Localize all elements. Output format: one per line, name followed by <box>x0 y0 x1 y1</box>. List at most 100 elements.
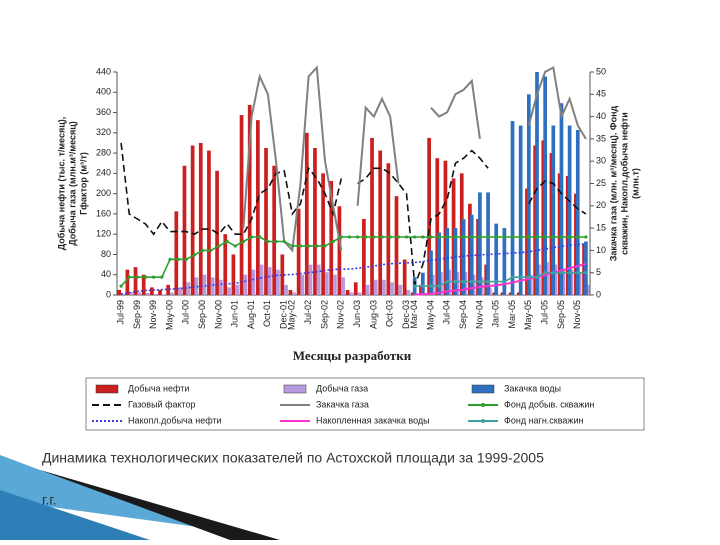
point <box>290 244 294 248</box>
point <box>429 284 433 288</box>
legend-label: Добыча нефти <box>128 383 189 393</box>
y-tick-label: 160 <box>96 208 111 218</box>
point <box>551 271 555 275</box>
bar <box>243 274 248 295</box>
point <box>576 235 580 239</box>
bar <box>210 277 215 295</box>
x-tick-label: Aug-03 <box>368 300 378 329</box>
x-tick-label: Nov-00 <box>213 300 223 329</box>
bar <box>133 267 138 295</box>
point <box>274 239 278 244</box>
point <box>127 275 131 279</box>
legend-label: Фонд нагн.скважин <box>504 415 583 425</box>
point <box>486 235 490 239</box>
point <box>559 235 564 239</box>
y2-tick-label: 45 <box>596 89 606 99</box>
point <box>209 248 213 252</box>
bar <box>235 284 239 295</box>
point <box>519 235 523 239</box>
bar <box>149 287 154 295</box>
bar <box>145 292 150 295</box>
point <box>584 271 588 275</box>
bar <box>329 180 334 295</box>
point <box>168 257 172 261</box>
caption: г.г. <box>42 492 57 508</box>
bar <box>333 274 337 295</box>
point <box>535 235 539 239</box>
bar <box>502 228 507 295</box>
bar <box>223 234 228 295</box>
point <box>478 235 482 239</box>
x-tick-label: May-05 <box>523 300 533 330</box>
x-tick-label: Oct-01 <box>262 300 272 327</box>
point <box>429 235 433 239</box>
y-axis-label: Гфактор (м³/т) <box>78 152 88 215</box>
bar <box>406 289 411 295</box>
legend-box <box>85 377 645 431</box>
point <box>413 284 417 288</box>
x-tick-label: Nov-02 <box>336 300 346 329</box>
bar <box>382 279 386 295</box>
y2-tick-label: 40 <box>596 111 606 121</box>
bar <box>218 279 223 295</box>
point <box>494 235 498 239</box>
bar <box>272 165 277 295</box>
line <box>242 65 587 253</box>
bar <box>202 274 207 295</box>
x-tick-label: Jul-05 <box>540 300 550 325</box>
point <box>445 235 449 239</box>
bar <box>453 228 458 295</box>
x-tick-label: Sep-05 <box>556 300 566 329</box>
legend-swatch <box>481 403 485 407</box>
bar <box>370 137 374 295</box>
point <box>152 275 156 279</box>
point <box>249 235 254 239</box>
y2-axis-label: Закачка газа (млн. м³/месяц). Фонд <box>608 105 618 261</box>
bar <box>304 132 309 295</box>
bar <box>394 196 399 295</box>
bar <box>518 125 523 296</box>
bar <box>153 293 158 295</box>
line <box>120 236 586 287</box>
y-tick-label: 440 <box>96 66 111 76</box>
bar <box>300 274 305 295</box>
point <box>404 235 409 239</box>
bar <box>264 148 268 295</box>
legend-label: Закачка воды <box>504 383 561 393</box>
point <box>551 235 555 239</box>
point <box>584 235 588 239</box>
bar <box>420 272 425 295</box>
bar <box>129 292 133 295</box>
point <box>470 280 474 284</box>
bar <box>478 192 482 295</box>
bar <box>535 72 539 295</box>
bar <box>349 292 354 295</box>
decor-stripe <box>0 490 150 540</box>
bar <box>378 150 383 295</box>
bar <box>353 282 358 295</box>
point <box>380 235 384 239</box>
bar <box>247 104 252 296</box>
bar <box>227 287 231 295</box>
bar <box>158 289 162 295</box>
x-tick-label: Sep-04 <box>458 300 468 329</box>
point <box>453 280 458 284</box>
x-tick-label: Mar-04 <box>409 300 419 329</box>
y-tick-label: 0 <box>106 289 111 299</box>
legend-label: Газовый фактор <box>128 399 196 409</box>
point <box>192 253 197 257</box>
legend-swatch <box>95 384 119 394</box>
point <box>486 280 490 284</box>
legend-label: Добыча газа <box>316 383 368 393</box>
point <box>510 235 515 239</box>
point <box>388 235 392 239</box>
point <box>453 235 458 239</box>
point <box>502 235 506 239</box>
bar <box>256 120 260 295</box>
bar <box>341 277 345 295</box>
bar <box>125 269 130 295</box>
point <box>241 239 246 244</box>
bar <box>324 272 329 295</box>
x-axis-label: Месяцы разработки <box>293 348 412 363</box>
